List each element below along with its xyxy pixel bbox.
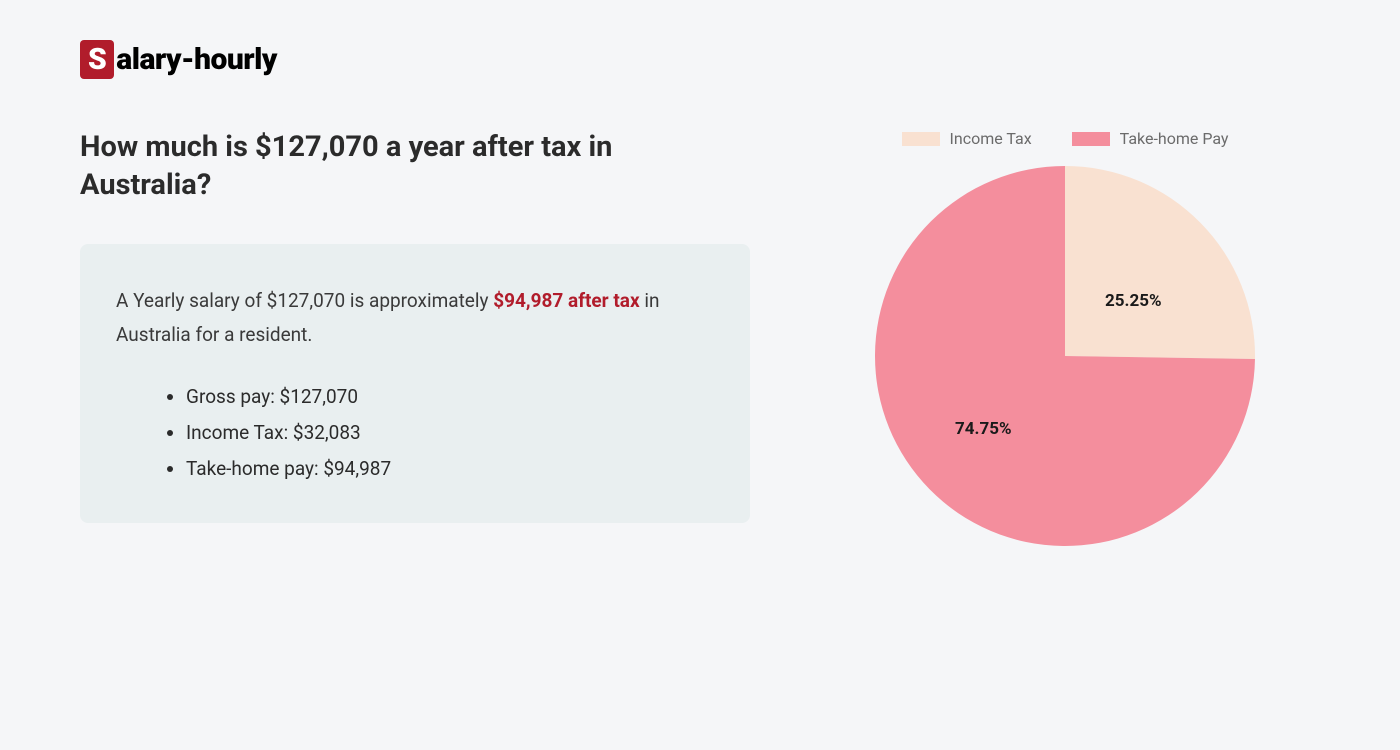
summary-list: Gross pay: $127,070 Income Tax: $32,083 … (116, 379, 714, 487)
legend-item: Take-home Pay (1072, 129, 1229, 148)
summary-text: A Yearly salary of $127,070 is approxima… (116, 284, 714, 351)
pie-slice-label: 25.25% (1105, 291, 1162, 311)
pie-chart: 25.25% 74.75% (875, 166, 1255, 546)
pie-svg (875, 166, 1255, 546)
legend-label: Take-home Pay (1120, 129, 1229, 148)
legend-swatch (1072, 132, 1110, 146)
logo-badge: S (80, 40, 114, 79)
list-item: Gross pay: $127,070 (186, 379, 714, 415)
legend-label: Income Tax (950, 129, 1032, 148)
main-content: How much is $127,070 a year after tax in… (80, 129, 1320, 546)
list-item: Income Tax: $32,083 (186, 415, 714, 451)
logo-text: alary-hourly (116, 42, 277, 77)
chart-legend: Income Tax Take-home Pay (810, 129, 1320, 148)
logo: Salary-hourly (80, 40, 1320, 79)
summary-highlight: $94,987 after tax (493, 289, 639, 312)
right-column: Income Tax Take-home Pay 25.25% 74.75% (810, 129, 1320, 546)
list-item: Take-home pay: $94,987 (186, 451, 714, 487)
pie-slice (1065, 166, 1255, 359)
summary-pre: A Yearly salary of $127,070 is approxima… (116, 289, 493, 312)
legend-item: Income Tax (902, 129, 1032, 148)
pie-slice-label: 74.75% (955, 419, 1012, 439)
legend-swatch (902, 132, 940, 146)
left-column: How much is $127,070 a year after tax in… (80, 129, 750, 546)
page-heading: How much is $127,070 a year after tax in… (80, 129, 750, 204)
summary-box: A Yearly salary of $127,070 is approxima… (80, 244, 750, 523)
